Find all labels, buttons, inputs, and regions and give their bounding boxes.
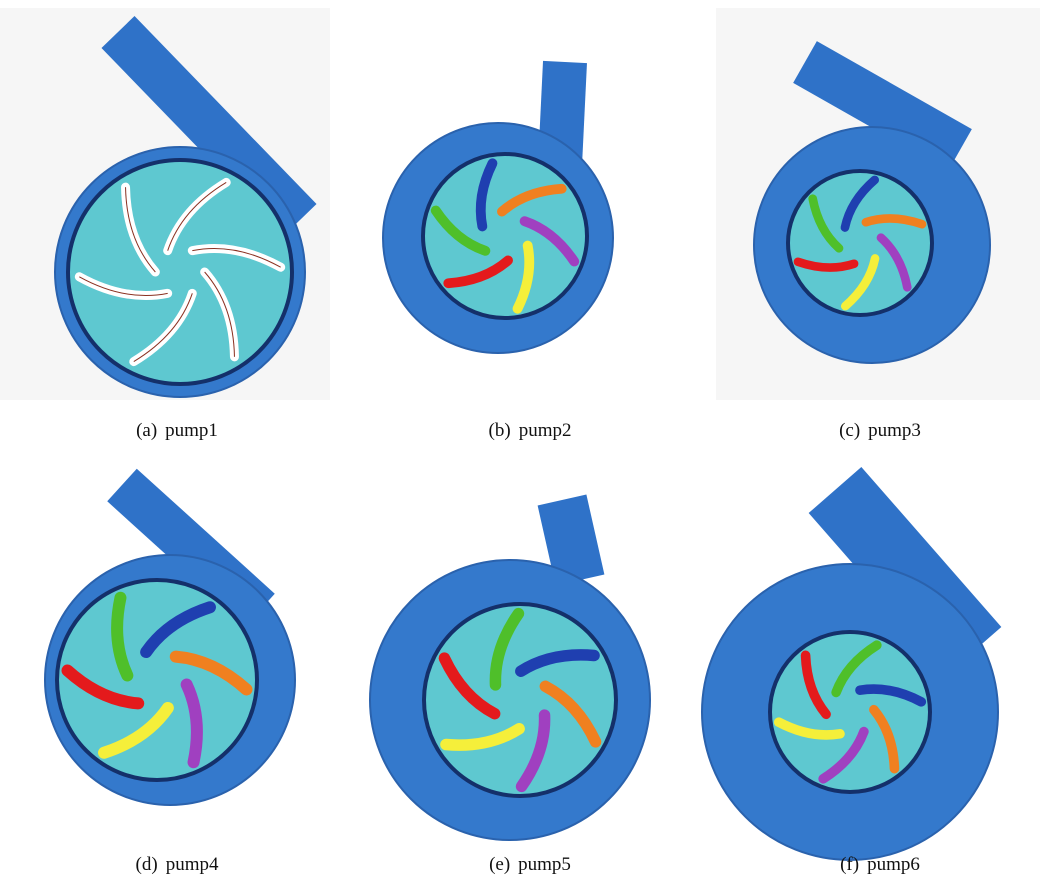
blade bbox=[111, 591, 134, 682]
blade-outline bbox=[192, 248, 281, 268]
caption-label: (e) bbox=[489, 854, 511, 875]
outlet-pipe bbox=[793, 41, 972, 171]
blade bbox=[430, 205, 491, 256]
blade bbox=[475, 158, 498, 232]
impeller-domain bbox=[786, 169, 934, 317]
impeller-domain bbox=[421, 152, 589, 320]
blade bbox=[489, 607, 525, 691]
blade bbox=[443, 255, 513, 289]
blade-outline bbox=[79, 276, 168, 296]
blade bbox=[773, 717, 845, 740]
pump-image bbox=[382, 60, 614, 354]
pump-image bbox=[701, 466, 1002, 861]
blade bbox=[840, 175, 880, 232]
caption-caption: pump4 bbox=[165, 854, 219, 875]
blade bbox=[169, 650, 253, 696]
blade-outline bbox=[125, 187, 156, 273]
caption: (b) pump2 bbox=[380, 420, 680, 442]
caption-label: (b) bbox=[488, 420, 511, 441]
caption-caption: pump2 bbox=[518, 420, 572, 441]
blade bbox=[840, 254, 880, 311]
blade bbox=[808, 194, 844, 253]
blade bbox=[855, 684, 927, 707]
impeller-domain bbox=[66, 158, 294, 386]
caption-caption: pump6 bbox=[867, 854, 920, 875]
blade bbox=[140, 601, 216, 659]
blade bbox=[438, 652, 501, 720]
blade bbox=[61, 664, 145, 710]
outlet-pipe bbox=[537, 494, 605, 586]
blade bbox=[180, 678, 203, 769]
caption-label: (a) bbox=[136, 420, 158, 441]
blade bbox=[98, 701, 174, 759]
impeller-domain bbox=[55, 578, 259, 782]
blade bbox=[440, 723, 525, 751]
blade-outline bbox=[167, 181, 227, 251]
blade bbox=[861, 214, 927, 229]
caption-caption: pump3 bbox=[868, 420, 921, 441]
caption: (d) pump4 bbox=[27, 854, 327, 876]
pump-image bbox=[0, 8, 330, 400]
blade bbox=[800, 650, 831, 720]
caption-label: (f) bbox=[840, 854, 860, 875]
caption-label: (c) bbox=[839, 420, 861, 441]
blade bbox=[512, 240, 535, 314]
pump-image bbox=[369, 494, 651, 841]
impeller-domain bbox=[422, 602, 618, 798]
caption: (e) pump5 bbox=[380, 854, 680, 876]
caption: (f) pump6 bbox=[730, 854, 1030, 876]
blade-outline bbox=[133, 293, 193, 363]
caption-caption: pump1 bbox=[165, 420, 218, 441]
blade bbox=[818, 726, 869, 784]
caption-label: (d) bbox=[135, 854, 158, 875]
blade bbox=[519, 216, 580, 267]
caption-caption: pump5 bbox=[518, 854, 571, 875]
blade bbox=[539, 680, 602, 748]
blade bbox=[869, 704, 900, 774]
blade bbox=[515, 709, 551, 793]
blade bbox=[876, 233, 912, 292]
pump-image bbox=[716, 8, 1040, 400]
blade bbox=[497, 183, 567, 217]
caption: (c) pump3 bbox=[730, 420, 1030, 442]
blade bbox=[515, 649, 600, 677]
blade bbox=[831, 640, 882, 698]
blade-outline bbox=[204, 271, 235, 357]
impeller-domain bbox=[768, 630, 932, 794]
caption: (a) pump1 bbox=[27, 420, 327, 442]
pump-image bbox=[44, 468, 296, 806]
blade bbox=[793, 257, 859, 272]
